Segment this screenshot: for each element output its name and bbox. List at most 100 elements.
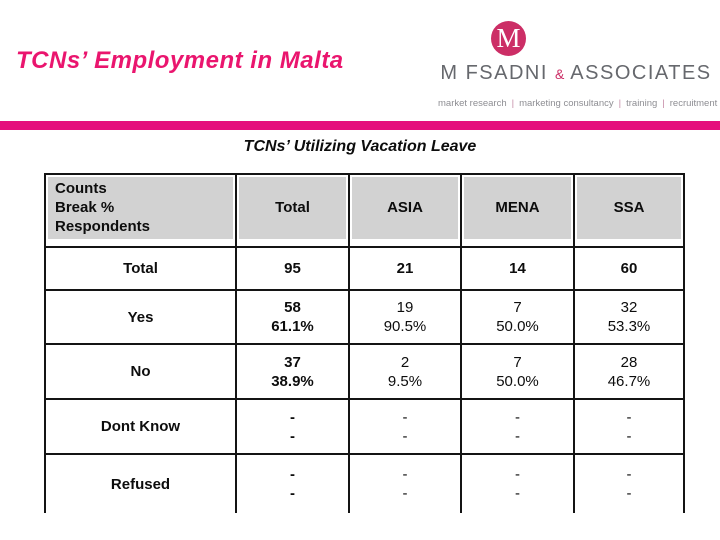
cell-count: 19: [396, 299, 414, 316]
table-cell: 58 61.1%: [235, 289, 350, 345]
cell-count: -: [515, 408, 520, 426]
cell-percent: -: [402, 427, 408, 445]
monogram-letter: M: [496, 23, 521, 53]
tagline-separator: |: [511, 98, 515, 109]
table-cell: - -: [573, 453, 685, 513]
cell-percent: -: [290, 427, 295, 445]
table-cell: 14: [460, 246, 575, 291]
table-cell: 28 46.7%: [573, 343, 685, 400]
header-label-line: Counts: [55, 180, 107, 197]
cell-count: 28: [620, 353, 638, 371]
company-name-prefix: M FSADNI: [440, 62, 548, 84]
row-label: No: [44, 343, 237, 400]
row-label: Refused: [44, 453, 237, 513]
company-tagline: market research | marketing consultancy | tr…: [438, 98, 717, 109]
table-cell: 7 50.0%: [460, 289, 575, 345]
table-cell: - -: [460, 453, 575, 513]
page-title: TCNs’ Employment in Malta: [16, 47, 344, 74]
cell-count: -: [626, 408, 632, 426]
cell-percent: -: [626, 427, 632, 445]
cell-count: 60: [620, 260, 638, 277]
cell-count: 7: [513, 353, 522, 371]
company-name-suffix: ASSOCIATES: [570, 62, 712, 84]
cell-count: -: [402, 408, 408, 426]
company-logo: M M FSADNI & ASSOCIATES market research |…: [438, 20, 717, 120]
table-cell: 19 90.5%: [348, 289, 462, 345]
logo-monogram-icon: M: [491, 21, 526, 56]
row-label: Yes: [44, 289, 237, 345]
column-header-label: SSA: [613, 199, 645, 216]
row-label: Total: [44, 246, 237, 291]
cell-count: 2: [400, 353, 410, 371]
table-cell: - -: [460, 398, 575, 455]
cell-count: 32: [620, 299, 638, 316]
table-row-yes: Yes 58 61.1% 19 90.5% 7 50.0% 32 53.3%: [44, 289, 685, 345]
cell-percent: 46.7%: [607, 372, 651, 390]
cell-count: -: [290, 408, 295, 426]
table-cell: 60: [573, 246, 685, 291]
cell-percent: 50.0%: [496, 318, 539, 335]
cell-count: 37: [284, 353, 301, 371]
cell-count: 58: [284, 299, 301, 316]
column-header-asia: ASIA: [348, 173, 462, 248]
tagline-separator: |: [662, 98, 665, 109]
header-label-line: Break %: [55, 199, 115, 216]
tagline-separator: |: [618, 98, 622, 109]
cell-percent: -: [290, 485, 295, 502]
accent-divider-bar: [0, 121, 720, 130]
table-row-total: Total 95 21 14 60: [44, 246, 685, 291]
cell-percent: 53.3%: [607, 318, 651, 335]
table-title: TCNs’ Utilizing Vacation Leave: [243, 138, 477, 155]
tagline-item: market research: [438, 98, 507, 109]
table-cell: 7 50.0%: [460, 343, 575, 400]
cell-count: -: [290, 466, 295, 483]
table-header-row: Counts Break % Respondents Total ASIA ME…: [44, 173, 685, 248]
table-cell: - -: [348, 453, 462, 513]
cell-count: 95: [284, 260, 301, 277]
cell-percent: -: [626, 485, 632, 502]
row-label: Dont Know: [44, 398, 237, 455]
cell-percent: 61.1%: [271, 318, 314, 335]
cell-count: 14: [509, 260, 526, 277]
table-row-refused: Refused - - - - - - - -: [44, 453, 685, 513]
cell-percent: -: [402, 485, 408, 502]
cell-count: -: [515, 466, 520, 483]
column-header-ssa: SSA: [573, 173, 685, 248]
vacation-leave-table: Counts Break % Respondents Total ASIA ME…: [44, 173, 685, 513]
column-header-label: MENA: [495, 199, 540, 216]
cell-count: 21: [396, 260, 414, 277]
table-cell: 37 38.9%: [235, 343, 350, 400]
company-name: M FSADNI & ASSOCIATES: [438, 62, 714, 85]
cell-percent: 38.9%: [271, 372, 314, 390]
tagline-item: marketing consultancy: [519, 98, 614, 109]
header-counts-block: Counts Break % Respondents: [48, 176, 233, 239]
table-cell: - -: [235, 398, 350, 455]
table-row-no: No 37 38.9% 2 9.5% 7 50.0% 28 46.7%: [44, 343, 685, 400]
tagline-item: training: [626, 98, 658, 109]
cell-count: -: [402, 466, 408, 483]
tagline-item: recruitment: [669, 98, 718, 109]
column-header-label: Total: [275, 199, 310, 216]
table-row-dont-know: Dont Know - - - - - - - -: [44, 398, 685, 455]
cell-percent: -: [515, 485, 520, 502]
cell-count: -: [626, 466, 632, 483]
column-header-label: ASIA: [387, 199, 423, 216]
column-header-mena: MENA: [460, 173, 575, 248]
cell-percent: 9.5%: [387, 372, 423, 390]
table-cell: 2 9.5%: [348, 343, 462, 400]
cell-percent: 90.5%: [383, 318, 427, 335]
table-cell: - -: [573, 398, 685, 455]
cell-percent: -: [515, 427, 520, 445]
table-cell: 21: [348, 246, 462, 291]
table-cell: - -: [348, 398, 462, 455]
table-cell: - -: [235, 453, 350, 513]
table-cell: 32 53.3%: [573, 289, 685, 345]
table-cell: 95: [235, 246, 350, 291]
header-label-line: Respondents: [55, 218, 151, 235]
header-cell-counts: Counts Break % Respondents: [44, 173, 237, 248]
cell-count: 7: [513, 299, 522, 316]
cell-percent: 50.0%: [496, 372, 539, 390]
ampersand: &: [555, 66, 565, 82]
column-header-total: Total: [235, 173, 350, 248]
